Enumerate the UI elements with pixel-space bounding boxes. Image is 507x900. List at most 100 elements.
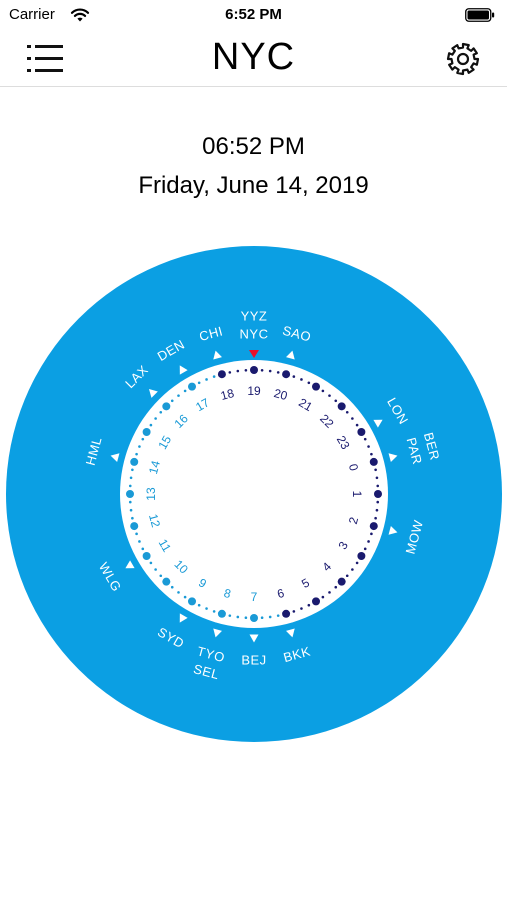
city-pointer-icon bbox=[213, 350, 222, 360]
battery-icon bbox=[465, 8, 495, 22]
city-pointer-icon bbox=[179, 365, 188, 375]
status-time: 6:52 PM bbox=[225, 6, 282, 23]
city-pointer-icon bbox=[148, 388, 158, 398]
list-icon bbox=[27, 45, 63, 72]
wifi-icon bbox=[70, 8, 90, 22]
city-pointer-icon bbox=[125, 560, 135, 569]
city-pointer-icon bbox=[388, 453, 398, 462]
hour-label: 19 bbox=[247, 384, 261, 398]
hour-tick-dot bbox=[355, 561, 359, 565]
hour-tick-dot bbox=[183, 595, 187, 599]
hour-tick-dot bbox=[268, 369, 272, 373]
carrier-label: Carrier bbox=[9, 6, 55, 23]
hour-tick-dot bbox=[367, 445, 370, 448]
hour-tick-dot bbox=[159, 574, 163, 578]
hour-tick-dot bbox=[367, 540, 370, 543]
hour-dot bbox=[217, 370, 226, 379]
hour-dot bbox=[217, 609, 226, 618]
hour-dot bbox=[126, 490, 134, 498]
hour-tick-dot bbox=[236, 369, 240, 373]
hour-dot bbox=[142, 428, 151, 436]
hour-tick-dot bbox=[131, 516, 134, 520]
hour-tick-dot bbox=[321, 389, 325, 393]
hour-label: 13 bbox=[144, 487, 158, 501]
city-label-sao[interactable]: SAO bbox=[281, 323, 313, 345]
hour-tick-dot bbox=[131, 468, 134, 472]
hour-tick-dot bbox=[170, 585, 174, 589]
hour-dot bbox=[337, 577, 346, 586]
gear-icon bbox=[446, 42, 480, 76]
hour-dot bbox=[374, 490, 382, 498]
hour-tick-dot bbox=[375, 508, 379, 512]
hour-tick-dot bbox=[141, 547, 145, 551]
hour-label: 12 bbox=[146, 512, 163, 529]
hour-tick-dot bbox=[374, 516, 377, 520]
hour-dot bbox=[188, 597, 196, 606]
hour-tick-dot bbox=[292, 610, 296, 613]
hour-tick-dot bbox=[129, 476, 133, 480]
hour-tick-dot bbox=[149, 561, 153, 565]
city-label-ber[interactable]: BER bbox=[421, 431, 443, 462]
hour-tick-dot bbox=[244, 368, 248, 372]
city-pointer-icon bbox=[213, 628, 222, 638]
hour-dot bbox=[250, 366, 258, 374]
city-pointer-icon bbox=[249, 634, 259, 643]
city-label-yyz[interactable]: YYZ bbox=[241, 309, 268, 324]
hour-label: 23 bbox=[334, 433, 353, 452]
hour-tick-dot bbox=[183, 389, 187, 393]
hour-label: 17 bbox=[193, 395, 212, 414]
hour-label: 7 bbox=[251, 590, 258, 604]
hour-tick-dot bbox=[128, 484, 132, 488]
hour-tick-dot bbox=[300, 607, 303, 610]
hour-tick-dot bbox=[154, 417, 157, 420]
city-pointer-icon bbox=[373, 419, 383, 428]
settings-button[interactable] bbox=[444, 40, 482, 78]
hour-tick-dot bbox=[205, 378, 208, 381]
city-label-sel[interactable]: SEL bbox=[192, 661, 221, 682]
hour-tick-dot bbox=[334, 585, 338, 589]
hour-face bbox=[120, 360, 388, 628]
hour-dot bbox=[130, 522, 139, 531]
hour-label: 0 bbox=[346, 462, 361, 472]
hour-dot bbox=[337, 402, 346, 411]
city-label-chi[interactable]: CHI bbox=[198, 323, 225, 344]
city-label-nyc[interactable]: NYC bbox=[240, 327, 269, 342]
hour-tick-dot bbox=[197, 603, 201, 607]
hour-tick-dot bbox=[135, 452, 138, 456]
city-pointer-icon bbox=[388, 526, 398, 535]
hour-tick-dot bbox=[328, 591, 331, 594]
city-label-tyo[interactable]: TYO bbox=[195, 643, 226, 665]
hour-label: 21 bbox=[296, 395, 315, 414]
hour-tick-dot bbox=[363, 547, 367, 551]
hour-tick-dot bbox=[345, 574, 349, 578]
hour-dot bbox=[162, 402, 171, 411]
hour-tick-dot bbox=[370, 452, 373, 456]
menu-button[interactable] bbox=[26, 42, 64, 76]
city-pointer-icon bbox=[110, 453, 120, 462]
nav-bar: NYC bbox=[0, 30, 507, 87]
city-label-bej[interactable]: BEJ bbox=[241, 653, 266, 668]
hour-tick-dot bbox=[177, 394, 180, 397]
hour-tick-dot bbox=[236, 615, 240, 619]
page-title: NYC bbox=[211, 36, 296, 78]
hour-tick-dot bbox=[197, 381, 201, 385]
city-pointer-icon bbox=[286, 350, 295, 360]
city-label-hml[interactable]: HML bbox=[83, 435, 105, 467]
hour-tick-dot bbox=[307, 603, 311, 607]
hour-label: 18 bbox=[219, 386, 236, 403]
hour-label: 15 bbox=[155, 433, 174, 452]
hour-dot bbox=[282, 609, 291, 618]
hour-tick-dot bbox=[374, 468, 377, 472]
hour-tick-dot bbox=[292, 375, 296, 378]
hour-dot bbox=[312, 382, 320, 391]
hour-dot bbox=[130, 457, 139, 466]
city-label-bkk[interactable]: BKK bbox=[282, 644, 312, 666]
city-pointer-icon bbox=[286, 628, 295, 638]
hour-tick-dot bbox=[135, 532, 138, 536]
hour-dot bbox=[250, 614, 258, 622]
city-label-par[interactable]: PAR bbox=[404, 436, 426, 466]
hour-tick-dot bbox=[212, 610, 216, 613]
hour-dot bbox=[369, 457, 378, 466]
hour-dot bbox=[162, 577, 171, 586]
